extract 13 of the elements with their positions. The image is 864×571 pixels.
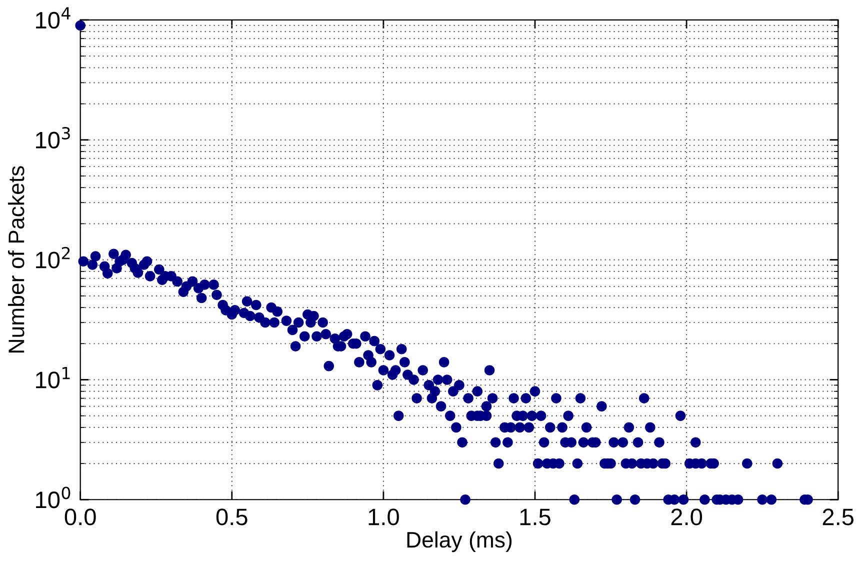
x-tick-label: 2.0 xyxy=(671,508,702,526)
y-tick-label: 10$^{3}$ xyxy=(36,126,70,148)
x-tick-label: 0.0 xyxy=(64,508,96,526)
y-axis-title: Number of Packets xyxy=(8,166,24,352)
x-tick-label: 1.5 xyxy=(520,508,550,526)
x-tick-label: 2.5 xyxy=(822,508,854,526)
x-tick-label: 1.0 xyxy=(368,508,399,526)
y-tick-label: 10$^{2}$ xyxy=(36,246,70,268)
y-tick-label: 10$^{4}$ xyxy=(36,7,70,29)
y-tick-label: 10$^{0}$ xyxy=(36,486,70,508)
y-tick-label: 10$^{1}$ xyxy=(36,367,70,388)
x-tick-label: 0.5 xyxy=(216,508,248,526)
x-axis-title: Delay (ms) xyxy=(407,531,512,552)
